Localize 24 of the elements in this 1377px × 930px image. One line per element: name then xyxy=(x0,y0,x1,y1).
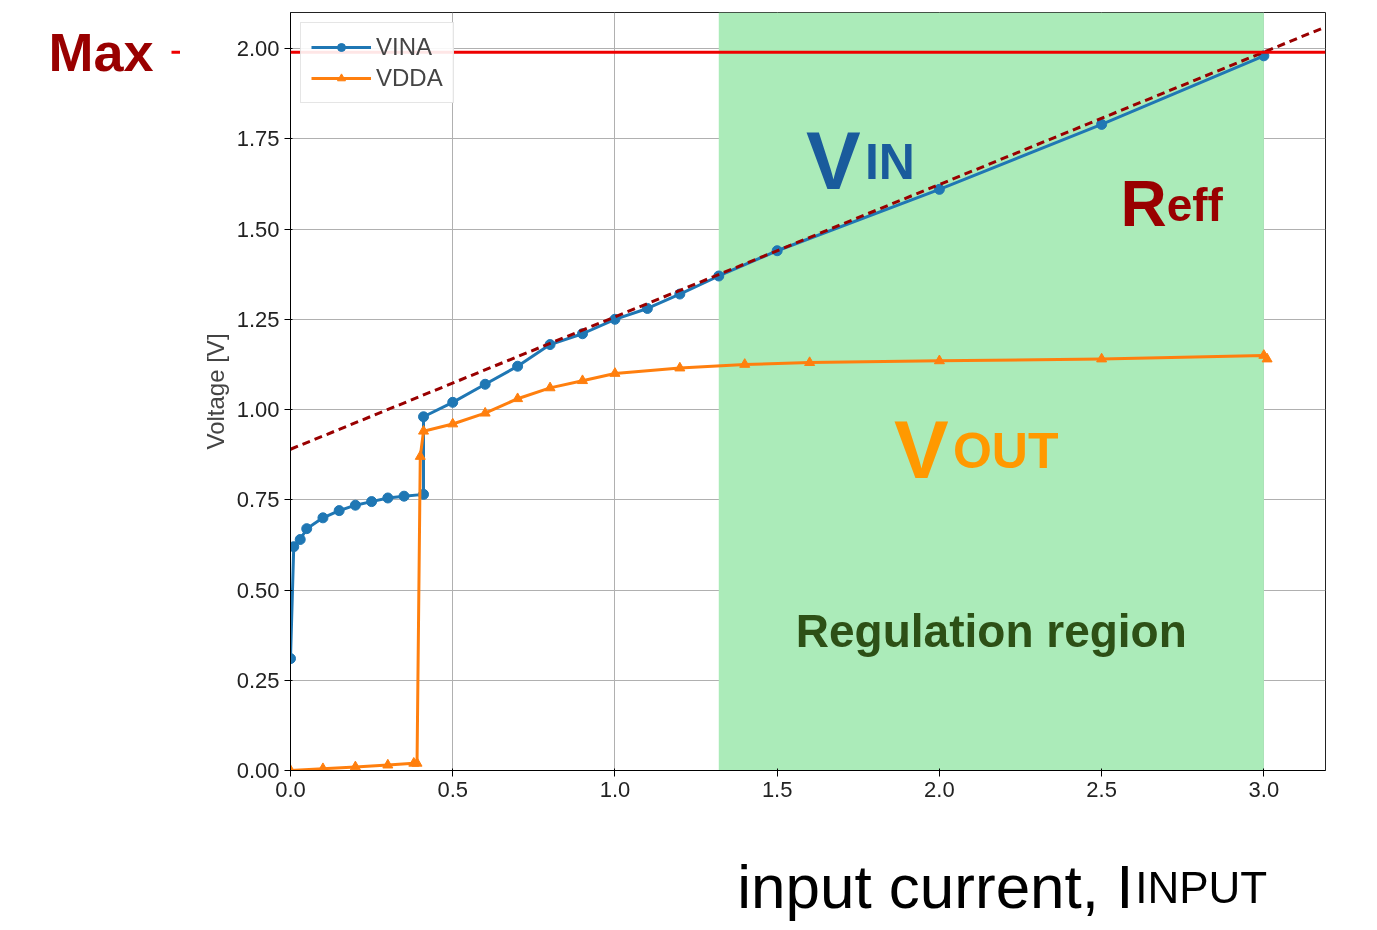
annotation: VIN xyxy=(805,114,915,206)
ref-line-label: Max xyxy=(48,22,154,83)
y-tick-label: 1.00 xyxy=(236,397,280,423)
band-label: Regulation region xyxy=(795,604,1187,657)
x-tick-label: 1.0 xyxy=(599,776,631,802)
x-tick-label: 2.5 xyxy=(1086,776,1117,802)
y-tick-label: 0.50 xyxy=(236,577,280,603)
x-tick-label: 2.0 xyxy=(924,776,955,802)
legend-label: VINA xyxy=(376,33,433,61)
x-tick-label: 3.0 xyxy=(1248,776,1280,802)
y-tick-label: 0.00 xyxy=(236,758,280,783)
annotation: Reff xyxy=(1120,167,1224,240)
annotation: VOUT xyxy=(893,403,1059,495)
x-tick-label: 1.5 xyxy=(761,776,793,802)
x-axis-title: input current, IINPUT xyxy=(737,852,1268,921)
y-tick-label: 1.75 xyxy=(236,126,280,152)
y-tick-label: 1.50 xyxy=(236,216,280,242)
x-tick-label: 0.5 xyxy=(437,776,469,802)
y-tick-label: 0.75 xyxy=(236,487,280,513)
y-tick-label: 2.00 xyxy=(236,36,280,62)
y-tick-label: 0.25 xyxy=(236,667,280,693)
y-tick-label: 1.25 xyxy=(236,306,280,332)
y-axis-title: Voltage [V] xyxy=(201,333,229,450)
legend-label: VDDA xyxy=(376,64,443,92)
